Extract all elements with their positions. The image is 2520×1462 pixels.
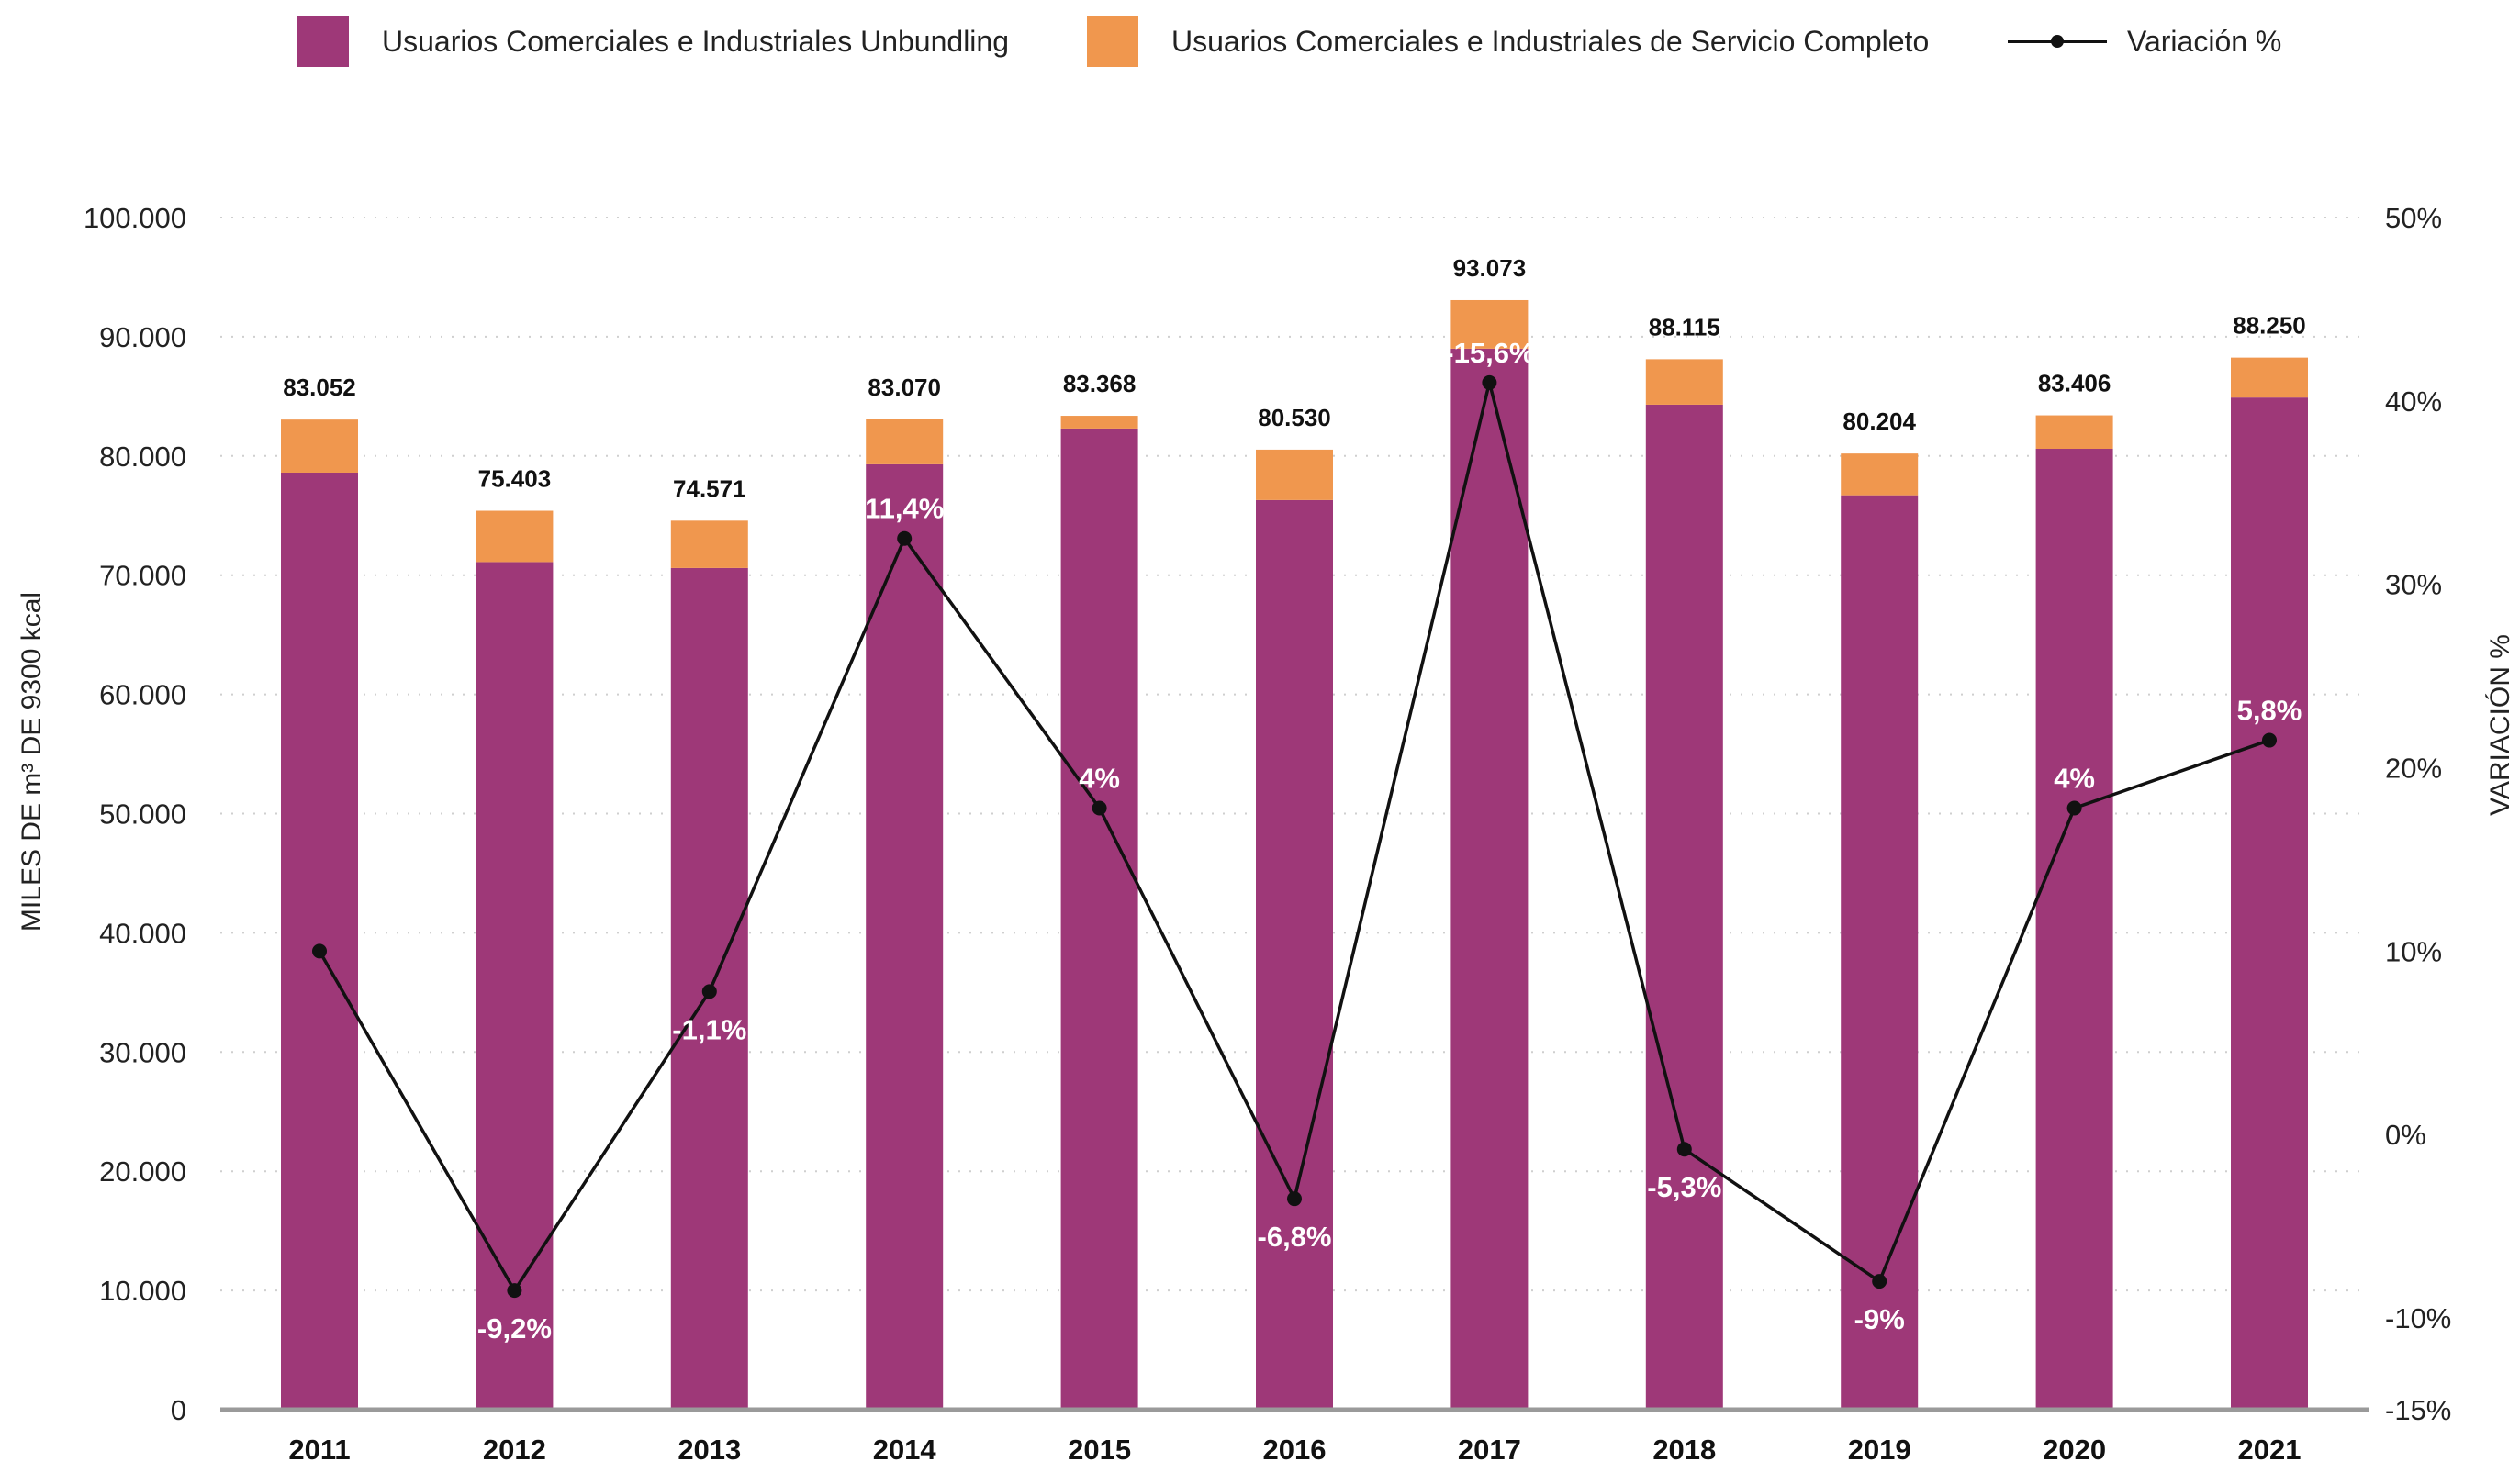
axes: 0 10.000 20.000 30.000 40.000 50.000 60.000 70.…	[84, 202, 2451, 1462]
variation-point	[1482, 374, 1497, 390]
bar-segment-servicio-completo	[1450, 299, 1529, 349]
bar-segment-unbundling	[1841, 495, 1919, 1410]
variation-point	[1872, 1274, 1887, 1289]
bar-segment-unbundling	[2035, 449, 2113, 1411]
variation-point	[1676, 1142, 1692, 1157]
bar-segment-unbundling	[476, 562, 554, 1410]
bar-segment-servicio-completo	[1841, 453, 1919, 496]
total-label: 83.070	[868, 374, 941, 401]
bar-segment-unbundling	[1450, 348, 1529, 1410]
variation-point	[312, 943, 327, 959]
y2-tick-label: 50%	[2385, 202, 2442, 234]
y2-tick-label: 40%	[2385, 385, 2442, 418]
y-tick-label: 80.000	[99, 441, 186, 473]
x-tick-label: 2011	[288, 1434, 350, 1462]
total-label: 83.052	[283, 374, 356, 401]
bar-segment-servicio-completo	[670, 520, 748, 568]
data-labels: 83.052 75.403 74.571 83.070 83.368 80.530 93.0…	[283, 254, 2306, 1345]
total-label: 88.115	[1649, 313, 1720, 340]
legend-item-servicio-completo: Usuarios Comerciales e Industriales de S…	[1087, 14, 1929, 69]
bar-segment-servicio-completo	[1256, 449, 1333, 500]
y-tick-label: 0	[171, 1394, 186, 1426]
bar-segment-unbundling	[866, 463, 944, 1410]
variation-label: -1,1%	[672, 1013, 746, 1045]
total-label: 80.204	[1842, 407, 1916, 435]
legend: Usuarios Comerciales e Industriales Unbu…	[0, 14, 2520, 69]
x-tick-label: 2018	[1652, 1434, 1716, 1462]
variation-point	[1287, 1191, 1302, 1207]
bar-segment-unbundling	[281, 472, 358, 1410]
bar-segment-servicio-completo	[1645, 359, 1723, 405]
bar-segment-servicio-completo	[2035, 415, 2113, 450]
variation-label: 4%	[1079, 763, 1120, 795]
variation-point	[2066, 800, 2082, 816]
y-tick-label: 90.000	[99, 321, 186, 353]
y-tick-label: 40.000	[99, 917, 186, 949]
y2-tick-label: 30%	[2385, 569, 2442, 601]
legend-label-variacion: Variación %	[2127, 24, 2282, 58]
bar-segment-servicio-completo	[1060, 416, 1138, 429]
legend-label-servicio-completo: Usuarios Comerciales e Industriales de S…	[1171, 24, 1930, 58]
variation-point	[507, 1283, 522, 1299]
x-tick-label: 2020	[2043, 1434, 2106, 1462]
bar-segment-servicio-completo	[2231, 357, 2308, 398]
total-label: 83.368	[1063, 370, 1137, 397]
total-label: 75.403	[478, 465, 552, 493]
x-tick-label: 2012	[483, 1434, 546, 1462]
x-tick-label: 2013	[678, 1434, 741, 1462]
bar-segment-servicio-completo	[476, 510, 554, 563]
y2-tick-label: 20%	[2385, 753, 2442, 785]
bar-segment-unbundling	[1256, 499, 1333, 1410]
variation-point	[897, 530, 913, 546]
total-label: 93.073	[1453, 254, 1527, 282]
y2-tick-label: 0%	[2385, 1119, 2426, 1151]
x-tick-label: 2016	[1263, 1434, 1327, 1462]
legend-label-unbundling: Usuarios Comerciales e Industriales Unbu…	[382, 24, 1009, 58]
legend-line-variacion	[2008, 34, 2107, 48]
variation-point	[1092, 800, 1107, 816]
y2-tick-label: -15%	[2385, 1394, 2451, 1426]
bar-segment-servicio-completo	[281, 419, 358, 473]
bar-segment-unbundling	[1645, 404, 1723, 1410]
legend-swatch-unbundling	[297, 16, 349, 67]
variation-label: 5,8%	[2237, 695, 2302, 727]
y-tick-label: 50.000	[99, 798, 186, 831]
bar-segment-servicio-completo	[866, 419, 944, 464]
y-tick-label: 70.000	[99, 560, 186, 592]
variation-label: -9%	[1854, 1303, 1905, 1335]
x-tick-label: 2017	[1458, 1434, 1521, 1462]
y-tick-label: 60.000	[99, 679, 186, 711]
variation-line	[312, 374, 2277, 1299]
y-tick-label: 20.000	[99, 1155, 186, 1188]
total-label: 74.571	[673, 474, 746, 502]
y-axis-title: MILES DE m³ DE 9300 kcal	[17, 592, 47, 932]
variation-label: 4%	[2054, 763, 2095, 795]
total-label: 83.406	[2038, 370, 2111, 397]
variation-label: 11,4%	[865, 493, 944, 525]
y2-tick-label: -10%	[2385, 1302, 2451, 1334]
variation-label: -15,6%	[1444, 337, 1534, 369]
y-tick-label: 30.000	[99, 1036, 186, 1068]
variation-point	[701, 984, 717, 999]
variation-label: -5,3%	[1647, 1171, 1721, 1203]
variation-point	[2262, 732, 2277, 748]
y-tick-label: 10.000	[99, 1275, 186, 1307]
legend-swatch-servicio-completo	[1087, 16, 1138, 67]
x-tick-label: 2021	[2238, 1434, 2302, 1462]
variation-label: -9,2%	[477, 1312, 552, 1345]
bar-segment-unbundling	[1060, 428, 1138, 1411]
legend-item-variacion: Variación %	[2008, 14, 2281, 69]
legend-item-unbundling: Usuarios Comerciales e Industriales Unbu…	[297, 14, 1009, 69]
variation-label: -6,8%	[1258, 1221, 1332, 1253]
y2-tick-label: 10%	[2385, 935, 2442, 967]
total-label: 80.530	[1258, 404, 1331, 431]
x-tick-label: 2015	[1068, 1434, 1131, 1462]
x-tick-label: 2014	[873, 1434, 937, 1462]
y-tick-label: 100.000	[84, 202, 186, 234]
x-tick-label: 2019	[1848, 1434, 1911, 1462]
y2-axis-title: VARIACIÓN %	[2485, 634, 2515, 816]
bar-segment-unbundling	[2231, 397, 2308, 1411]
total-label: 88.250	[2233, 312, 2306, 340]
